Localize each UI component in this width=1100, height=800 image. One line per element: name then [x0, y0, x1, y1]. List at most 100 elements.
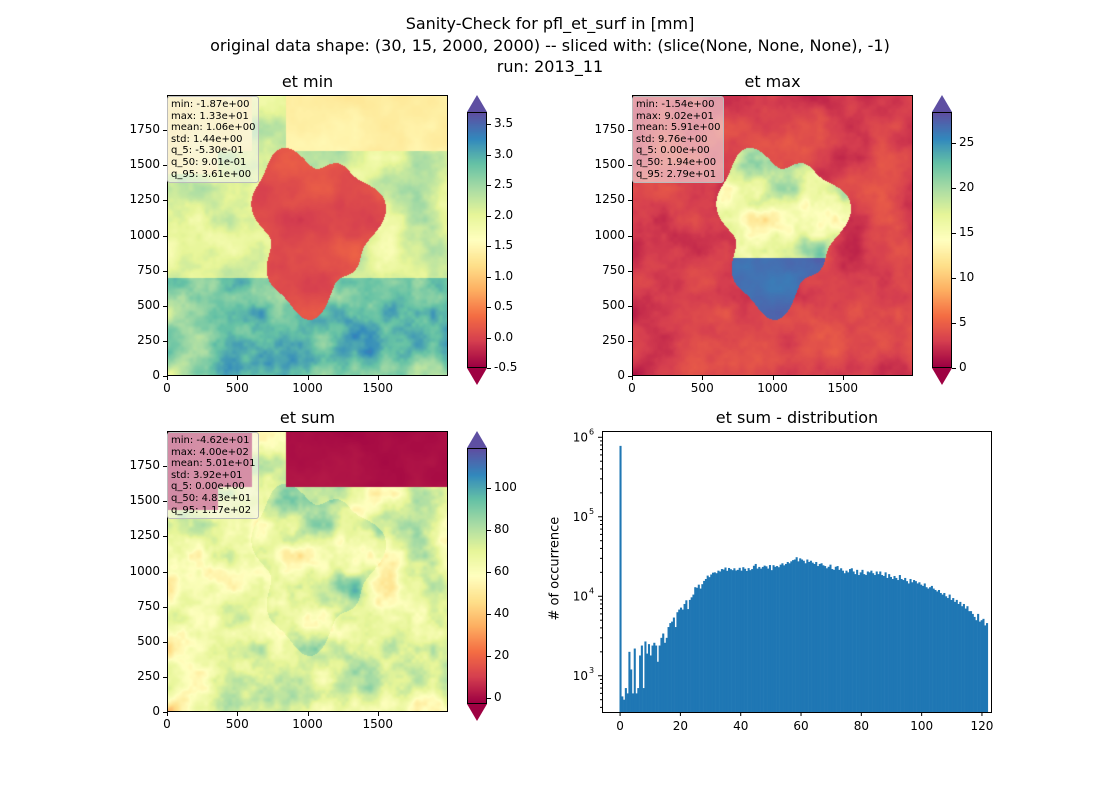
histogram-bar	[847, 572, 850, 712]
y-tick-label: 250	[137, 332, 160, 347]
panel-title: et max	[744, 72, 801, 91]
colorbar	[467, 448, 487, 704]
histogram-bar	[712, 572, 715, 712]
colorbar-tick-mark	[487, 246, 491, 248]
colorbar-tick-mark	[487, 655, 491, 657]
y-tick-mark	[163, 305, 167, 307]
histogram-bar	[884, 572, 887, 712]
y-tick-mark	[628, 200, 632, 202]
colorbar-tick-mark	[487, 571, 491, 573]
histogram-bar	[669, 623, 672, 712]
histogram-bar	[866, 571, 869, 712]
histogram-bar	[852, 571, 855, 712]
histogram-bar	[752, 565, 756, 712]
colorbar-tick-label: 20	[959, 180, 975, 195]
x-tick-label: 500	[225, 381, 249, 395]
y-tick-label: 10	[573, 510, 588, 524]
y-tick-label: 1250	[594, 192, 625, 207]
y-axis-label: # of occurrence	[547, 516, 563, 621]
histogram-bar	[936, 591, 939, 712]
colorbar-tick-label: 3.0	[494, 146, 514, 161]
y-tick-label: 1750	[594, 122, 625, 137]
y-tick-mark	[163, 536, 167, 538]
y-tick-label: 1000	[129, 563, 160, 578]
plot-area	[602, 431, 991, 712]
histogram-bar	[911, 582, 914, 712]
y-tick-label: 1750	[129, 458, 160, 473]
histogram-bar	[843, 573, 846, 712]
y-tick-label: 250	[602, 332, 625, 347]
histogram-bar	[857, 575, 860, 712]
y-tick-label: 750	[137, 262, 160, 277]
x-tick-mark	[702, 376, 704, 380]
colorbar-tick-mark	[487, 368, 491, 369]
stats-line: max: 4.00e+02	[171, 446, 249, 458]
colorbar-tick-mark	[952, 323, 956, 325]
histogram-bar	[872, 573, 875, 712]
histogram-bar	[982, 618, 985, 712]
stats-line: mean: 1.06e+00	[171, 122, 256, 134]
histogram-bar	[939, 592, 942, 712]
histogram-bar	[824, 566, 827, 712]
x-tick-label: 1500	[362, 381, 394, 395]
figure-title-line3: run: 2013_11	[496, 57, 604, 76]
histogram-bar	[977, 613, 980, 712]
histogram-bar	[623, 699, 626, 712]
histogram-bar	[891, 578, 894, 712]
histogram-bar	[934, 589, 937, 712]
histogram-bar	[779, 564, 782, 712]
histogram-bar	[827, 566, 830, 712]
histogram-bar	[865, 575, 868, 712]
stats-box: min: -1.87e+00 max: 1.33e+01 mean: 1.06e+0…	[167, 96, 260, 184]
colorbar-tick-label: 0	[959, 360, 967, 374]
stats-line: min: -1.54e+00	[636, 99, 715, 110]
y-tick-mark	[163, 676, 167, 678]
histogram-bar	[799, 558, 802, 712]
y-tick-label: 1500	[594, 157, 625, 172]
colorbar-tick-label: 0.5	[494, 299, 514, 314]
histogram-bar	[948, 594, 951, 712]
histogram-bar	[902, 580, 905, 712]
histogram-bar	[665, 637, 668, 712]
histogram-bar	[783, 565, 786, 712]
figure-title-line2: original data shape: (30, 15, 2000, 2000…	[210, 36, 890, 55]
stats-line: q_95: 3.61e+00	[171, 168, 252, 180]
histogram-bar	[649, 655, 652, 712]
histogram-bar	[633, 648, 636, 712]
histogram-bar	[660, 637, 663, 712]
histogram-bar	[955, 599, 958, 712]
histogram-bar	[697, 584, 700, 712]
y-tick-label: 0	[152, 368, 160, 382]
y-tick-exponent: 6	[589, 427, 594, 436]
histogram-bar	[802, 560, 805, 712]
histogram-bar	[854, 574, 857, 712]
colorbar-tick-mark	[487, 337, 491, 339]
histogram-bar	[781, 563, 784, 712]
stats-box: min: -1.54e+00 max: 9.02e+01 mean: 5.91e+0…	[632, 96, 725, 184]
y-tick-mark	[628, 376, 632, 377]
stats-line: q_50: 1.94e+00	[636, 156, 717, 168]
y-tick-mark	[163, 466, 167, 468]
histogram-bar	[740, 570, 743, 712]
histogram-bar	[909, 578, 912, 712]
panel-title: et sum - distribution	[715, 408, 879, 427]
histogram-bar	[710, 574, 713, 712]
y-tick-mark	[628, 165, 632, 167]
x-tick-label: 1500	[362, 717, 394, 731]
histogram-bar	[658, 645, 661, 712]
histogram-bar	[971, 613, 974, 712]
histogram-bar	[957, 603, 960, 712]
histogram-bar	[916, 583, 919, 712]
x-tick-label: 1500	[827, 381, 859, 395]
histogram-bar	[672, 617, 675, 712]
y-tick-label: 10	[573, 669, 588, 683]
colorbar-tick-label: 0.0	[494, 329, 514, 344]
y-tick-mark	[628, 305, 632, 307]
colorbar-extend-bottom	[467, 368, 487, 385]
stats-line: q_5: -5.30e-01	[171, 145, 244, 157]
y-tick-label: 1000	[129, 227, 160, 242]
colorbar-tick-mark	[487, 613, 491, 615]
histogram-bar	[952, 598, 955, 712]
histogram-bar	[804, 563, 807, 712]
histogram-bar	[742, 567, 745, 712]
